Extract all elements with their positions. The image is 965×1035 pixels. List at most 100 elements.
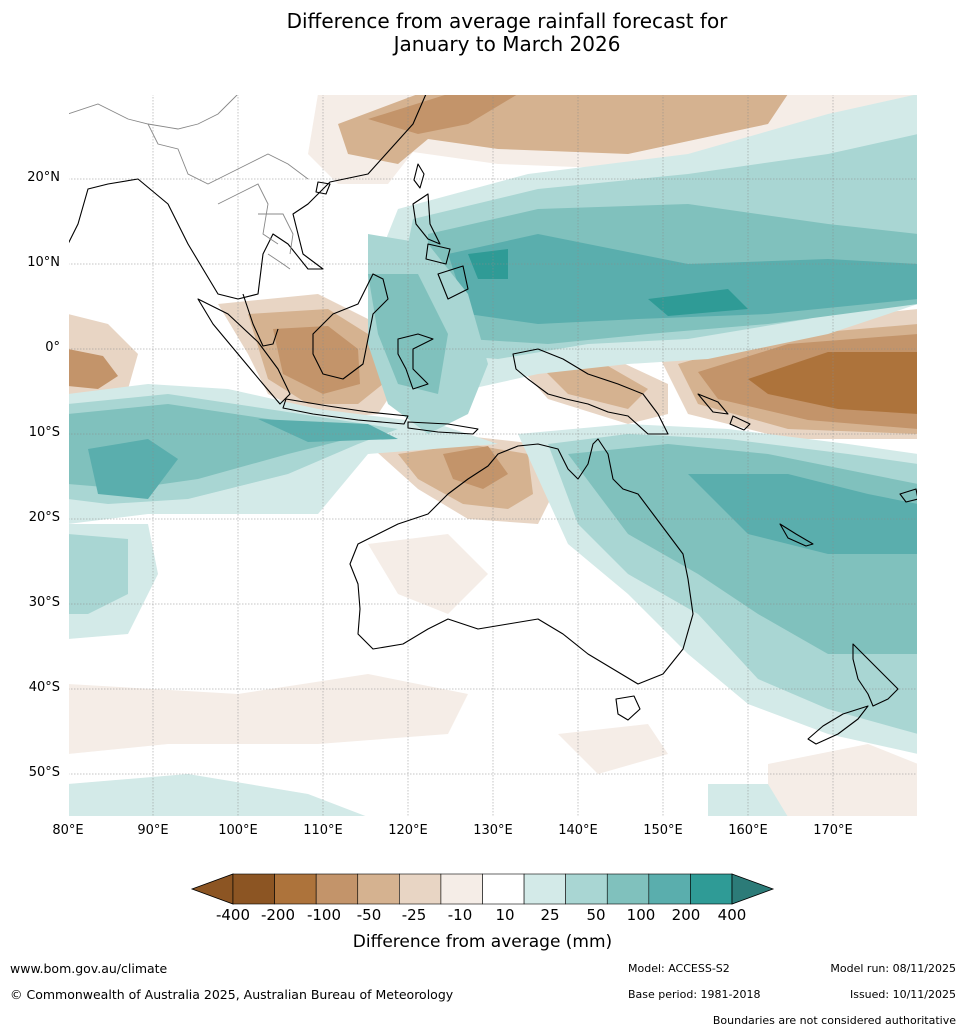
dry-field-southern-ocean — [68, 674, 468, 754]
colorbar-bin — [606, 873, 650, 905]
sumatra-coastline — [197, 298, 291, 405]
wet-field-west-pacific — [648, 289, 748, 316]
rainfall-anomaly-map — [68, 94, 918, 817]
colorbar-bin — [274, 873, 317, 905]
colorbar-tick-label: -400 — [215, 906, 251, 924]
colorbar-tick-label: 200 — [671, 906, 701, 924]
dry-field-indian-ocean-west — [68, 349, 118, 389]
border-line — [147, 123, 309, 185]
wet-field-west-pacific — [448, 234, 918, 324]
taiwan-coastline — [413, 163, 425, 189]
dry-field-new-guinea — [538, 364, 648, 409]
colorbar-tick-label: -10 — [447, 906, 473, 924]
sulawesi-coastline — [397, 333, 434, 390]
title-line-2: January to March 2026 — [393, 32, 621, 56]
country-borders — [68, 94, 309, 270]
mindanao-coastline — [437, 265, 469, 300]
lon-label: 140°E — [558, 823, 598, 838]
wet-field-southern-ocean — [68, 774, 368, 817]
border-line — [68, 94, 239, 130]
colorbar — [190, 873, 775, 905]
colorbar-bin — [690, 873, 733, 905]
asia-coastline — [68, 94, 427, 300]
colorbar-bin — [399, 873, 442, 905]
disclaimer-text: Boundaries are not considered authoritat… — [712, 1014, 956, 1027]
issued-text: Issued: 10/11/2025 — [849, 988, 956, 1001]
colorbar-tick-label: 400 — [717, 906, 747, 924]
asia-coastline — [242, 293, 279, 347]
wet-field-east-australia — [688, 474, 918, 554]
graticule — [68, 94, 918, 817]
lon-label: 160°E — [728, 823, 768, 838]
dry-field-south-china — [368, 94, 518, 134]
lon-label: 80°E — [52, 823, 84, 838]
australia-coastline — [349, 438, 694, 685]
model-run-text: Model run: 08/11/2025 — [830, 962, 956, 975]
lat-label: 20°N — [27, 170, 60, 185]
solomon-islands-coastline — [697, 393, 729, 415]
colorbar-tick-label: 100 — [626, 906, 656, 924]
colorbar-bin — [315, 873, 359, 905]
lon-label: 130°E — [473, 823, 513, 838]
border-line — [258, 213, 294, 255]
dry-anomaly-fields — [68, 94, 918, 817]
wet-field-indian-ocean — [88, 439, 178, 499]
java-coastline — [282, 398, 409, 425]
lat-label: 0° — [45, 340, 60, 355]
wet-field-indian-ocean — [258, 419, 398, 442]
colorbar-tick-label: -200 — [260, 906, 296, 924]
lon-label: 90°E — [137, 823, 169, 838]
colorbar-bins — [232, 873, 733, 905]
title-line-1: Difference from average rainfall forecas… — [286, 9, 728, 33]
visayas-coastline — [425, 243, 451, 265]
hainan-coastline — [315, 181, 331, 195]
colorbar-bin — [440, 873, 483, 905]
lat-label: 10°N — [27, 255, 60, 270]
lesser-sunda-coastline — [407, 421, 479, 435]
new-caledonia-coastline — [779, 523, 814, 547]
colorbar-unit-label: Difference from average (mm) — [352, 932, 613, 952]
colorbar-bin — [565, 873, 608, 905]
lon-label: 170°E — [813, 823, 853, 838]
dry-field-southern-ocean — [768, 744, 918, 817]
wet-anomaly-fields — [68, 94, 918, 817]
model-text: Model: ACCESS-S2 — [628, 962, 730, 975]
fiji-coastline — [899, 488, 918, 503]
new-guinea-coastline — [512, 348, 669, 435]
chart-title: Difference from average rainfall forecas… — [0, 10, 965, 56]
lat-label: 50°S — [28, 765, 60, 780]
copyright-text: © Commonwealth of Australia 2025, Austra… — [10, 987, 454, 1002]
colorbar-tick-label: -100 — [306, 906, 342, 924]
lat-label: 30°S — [28, 595, 60, 610]
coastlines — [68, 94, 918, 745]
base-period-text: Base period: 1981-2018 — [628, 988, 761, 1001]
tasmania-coastline — [615, 695, 641, 721]
new-zealand-north-coastline — [852, 643, 899, 707]
lon-label: 100°E — [218, 823, 258, 838]
new-zealand-south-coastline — [807, 705, 869, 745]
lat-label: 10°S — [28, 425, 60, 440]
colorbar-bin — [482, 873, 525, 905]
colorbar-over-arrow — [731, 873, 775, 905]
website-link[interactable]: www.bom.gov.au/climate — [10, 961, 168, 976]
lon-label: 150°E — [643, 823, 683, 838]
colorbar-under-arrow — [190, 873, 234, 905]
colorbar-bin — [357, 873, 400, 905]
colorbar-bin — [232, 873, 275, 905]
dry-field-west-australia — [368, 534, 488, 614]
border-line — [267, 253, 291, 270]
colorbar-tick-label: -50 — [356, 906, 382, 924]
dry-field-north-australia — [443, 446, 508, 489]
borneo-coastline — [312, 273, 389, 380]
colorbar-tick-label: -25 — [401, 906, 427, 924]
colorbar-tick-label: 50 — [586, 906, 606, 924]
lon-label: 120°E — [388, 823, 428, 838]
border-line — [217, 183, 279, 245]
colorbar-tick-label: 10 — [495, 906, 515, 924]
colorbar-bin — [523, 873, 566, 905]
lon-label: 110°E — [303, 823, 343, 838]
dry-field-southern-ocean — [558, 724, 668, 774]
solomon-islands-coastline — [729, 415, 751, 431]
wet-field-south-indian-ocean — [68, 534, 128, 614]
colorbar-tick-label: 25 — [540, 906, 560, 924]
